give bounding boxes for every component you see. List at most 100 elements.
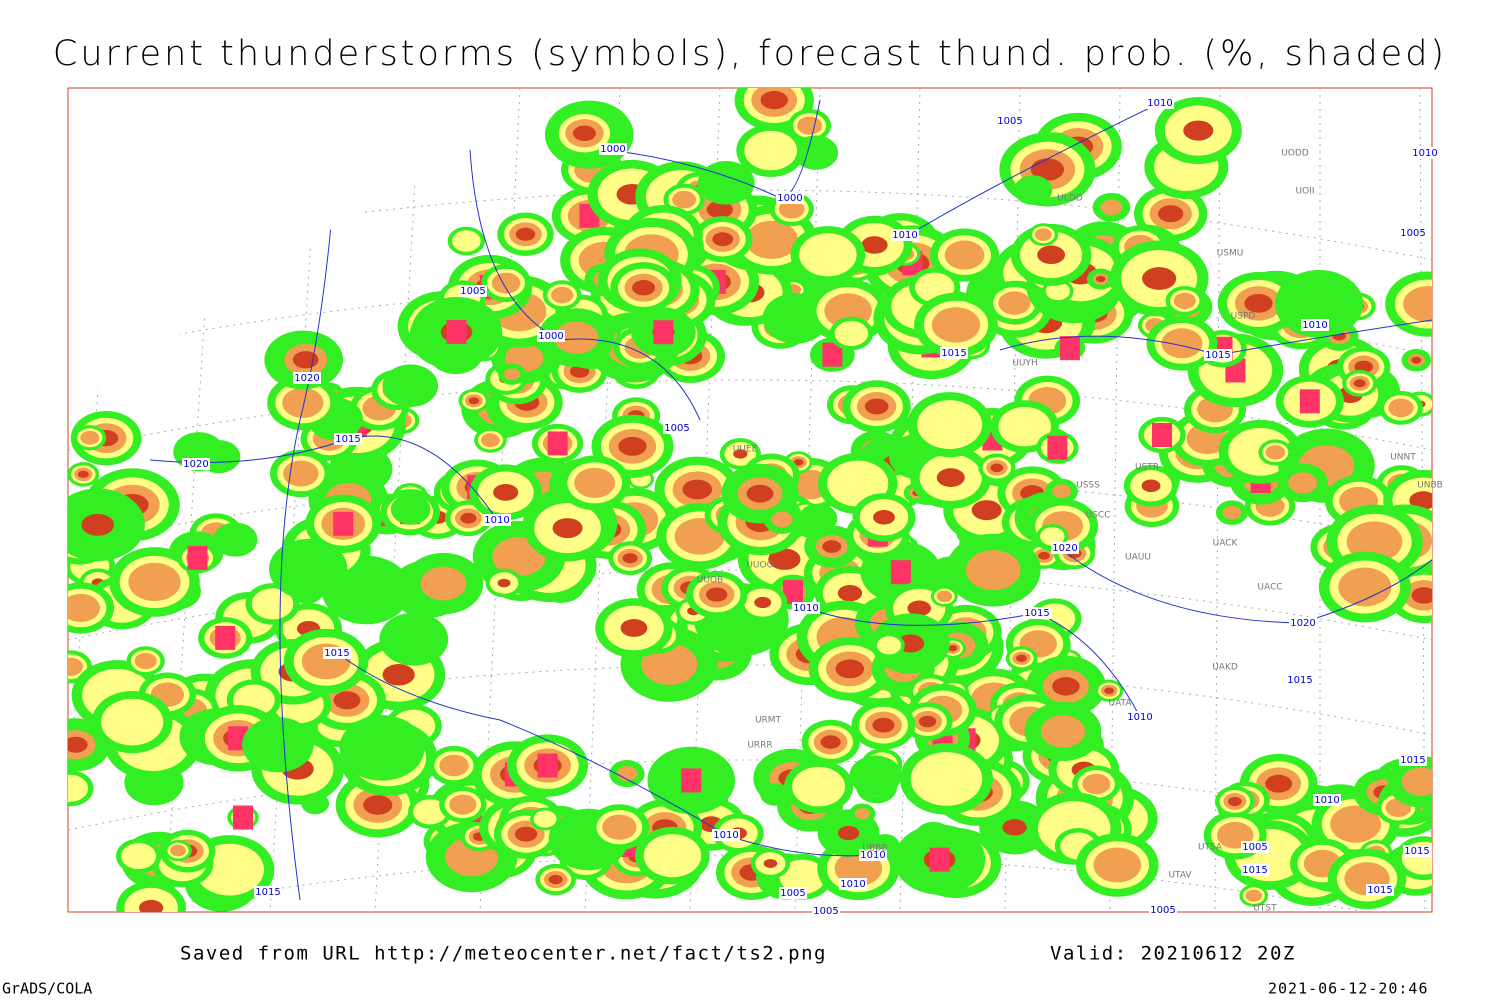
- isobar-label: 1005: [1242, 842, 1267, 853]
- isobar-label: 1010: [713, 830, 738, 841]
- probability-shading: [68, 774, 89, 802]
- probability-shading: [706, 587, 728, 602]
- probability-shading: [503, 368, 520, 381]
- probability-shading: [1040, 715, 1086, 748]
- probability-shading: [907, 600, 931, 617]
- isobar-label-bg: [293, 372, 321, 384]
- isobar: [899, 102, 1161, 241]
- isobar-label-bg: [1286, 674, 1314, 686]
- probability-shading: [1401, 767, 1432, 796]
- probability-shading: [1158, 205, 1184, 223]
- probability-shading: [269, 538, 348, 600]
- probability-shading: [493, 483, 519, 501]
- isobar-label-bg: [254, 886, 282, 898]
- thunderstorm-symbol: [446, 320, 467, 345]
- probability-shading: [213, 522, 258, 557]
- probability-shading: [1222, 505, 1242, 520]
- station-label: ULDD: [1057, 194, 1083, 204]
- probability-shading: [917, 400, 983, 450]
- station-label: UAKD: [1212, 663, 1238, 673]
- probability-shading: [948, 645, 958, 652]
- isobar-label: 1010: [892, 230, 917, 241]
- probability-shading: [1040, 527, 1065, 546]
- probability-shading: [452, 230, 481, 252]
- probability-shading: [68, 593, 100, 623]
- isobar-label: 1020: [1052, 543, 1077, 554]
- isobar-label: 1015: [1024, 608, 1049, 619]
- isobar-label: 1015: [1400, 755, 1425, 766]
- software-credit: GrADS/COLA: [2, 980, 92, 998]
- probability-shading: [533, 810, 557, 828]
- isobar-label: 1020: [1290, 618, 1315, 629]
- thunderstorm-symbol: [782, 580, 803, 605]
- graticule: [68, 664, 1432, 736]
- probability-shading: [339, 715, 425, 781]
- station-label: USPD: [1231, 312, 1256, 322]
- station-label: UUYH: [1012, 359, 1037, 369]
- probability-shading: [170, 844, 186, 857]
- probability-shading: [1141, 479, 1161, 493]
- isobar-label: 1005: [780, 888, 805, 899]
- probability-shading: [1265, 774, 1293, 793]
- probability-shading: [1030, 158, 1065, 181]
- isobar-label-bg: [940, 347, 968, 359]
- isobar: [599, 99, 821, 199]
- probability-shading: [1288, 472, 1318, 494]
- probability-shading: [134, 652, 157, 670]
- probability-shading: [873, 510, 895, 525]
- probability-shading: [1142, 267, 1177, 290]
- isobar-label: 1005: [664, 423, 689, 434]
- probability-shading: [744, 130, 798, 171]
- probability-shading: [837, 585, 863, 602]
- isobar-label: 1015: [1367, 885, 1392, 896]
- station-label: UUOO: [746, 561, 773, 571]
- probability-shading: [460, 512, 477, 524]
- isobar-label-bg: [459, 285, 487, 297]
- isobar-label: 1010: [860, 850, 885, 861]
- isobar-label-bg: [812, 905, 840, 917]
- isobar-label: 1010: [1314, 795, 1339, 806]
- station-label: USMU: [1217, 249, 1244, 259]
- isobar-label-bg: [1204, 349, 1232, 361]
- probability-shading: [1183, 120, 1214, 141]
- probability-shading: [602, 814, 637, 840]
- probability-shading: [121, 842, 157, 870]
- probability-shading: [1330, 805, 1381, 843]
- probability-shading: [468, 397, 480, 405]
- probability-shading: [80, 430, 100, 445]
- thunderstorm-symbol: [929, 847, 950, 872]
- probability-shading: [1245, 889, 1263, 902]
- probability-shading: [390, 494, 431, 525]
- thunderstorm-symbol: [537, 753, 558, 778]
- valid-time: Valid: 20210612 20Z: [1050, 943, 1296, 965]
- isobar-label-bg: [663, 422, 691, 434]
- probability-shading: [333, 691, 361, 710]
- isobar-label-bg: [1289, 617, 1317, 629]
- probability-shading: [1275, 269, 1364, 338]
- probability-shading: [616, 766, 638, 782]
- probability-shading: [1100, 199, 1123, 216]
- isobar-label-bg: [1366, 884, 1394, 896]
- station-label: URRR: [747, 741, 772, 751]
- probability-shading: [548, 874, 563, 885]
- probability-shading: [799, 233, 857, 277]
- station-label: USCC: [1086, 511, 1111, 521]
- isobar-label: 1015: [255, 887, 280, 898]
- isobar-label-bg: [891, 229, 919, 241]
- probability-shading: [1411, 356, 1422, 364]
- probability-shading: [835, 659, 865, 679]
- probability-shading: [792, 766, 846, 807]
- probability-shading: [1016, 654, 1027, 662]
- probability-shading: [618, 436, 647, 456]
- isobar-label: 1010: [1147, 98, 1172, 109]
- probability-shading: [793, 459, 804, 466]
- isobar-label: 1015: [1242, 865, 1267, 876]
- probability-shading: [552, 518, 583, 539]
- station-label: USTR: [1135, 463, 1159, 473]
- probability-shading: [620, 619, 648, 637]
- isobar-label-bg: [334, 433, 362, 445]
- station-label: UNBB: [1417, 481, 1443, 491]
- thunderstorm-symbol: [1152, 423, 1173, 448]
- thunderstorm-symbol: [187, 545, 208, 570]
- isobar-label-bg: [323, 647, 351, 659]
